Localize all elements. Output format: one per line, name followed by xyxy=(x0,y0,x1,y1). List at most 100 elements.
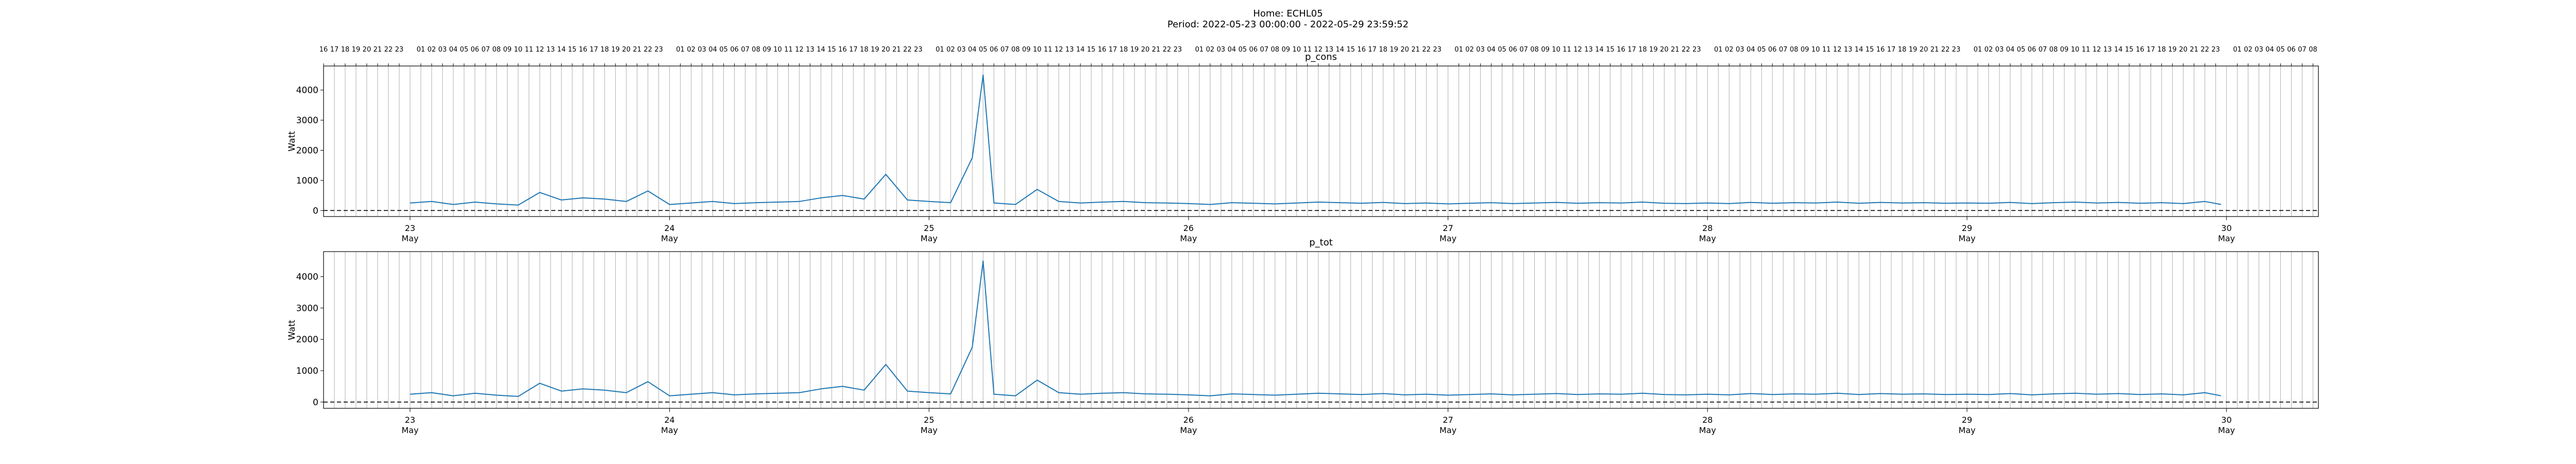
hour-tick-label: 12 xyxy=(1573,46,1582,54)
hour-tick-label: 16 xyxy=(1617,46,1625,54)
hour-tick-label: 19 xyxy=(1909,46,1918,54)
hour-tick-label: 18 xyxy=(1120,46,1128,54)
date-tick-label: 27 xyxy=(1443,415,1453,425)
hour-tick-label: 10 xyxy=(1293,46,1301,54)
date-tick-month: May xyxy=(661,234,678,243)
hour-tick-label: 01 xyxy=(417,46,426,54)
hour-tick-label: 10 xyxy=(1552,46,1561,54)
hour-tick-label: 09 xyxy=(762,46,771,54)
hour-tick-label: 23 xyxy=(1692,46,1701,54)
hour-tick-label: 08 xyxy=(2309,46,2317,54)
hour-tick-label: 20 xyxy=(1400,46,1409,54)
hour-tick-label: 03 xyxy=(438,46,447,54)
figure-period-label: Period: 2022-05-23 00:00:00 - 2022-05-29… xyxy=(1167,19,1409,30)
hour-tick-label: 04 xyxy=(2006,46,2015,54)
hour-tick-label: 17 xyxy=(589,46,598,54)
date-tick-label: 28 xyxy=(1702,415,1713,425)
hour-tick-label: 04 xyxy=(968,46,977,54)
hour-tick-label: 04 xyxy=(1228,46,1236,54)
hour-tick-label: 01 xyxy=(2233,46,2242,54)
hour-tick-label: 21 xyxy=(892,46,901,54)
y-tick-label: 0 xyxy=(313,397,318,408)
hour-tick-label: 12 xyxy=(535,46,544,54)
hour-tick-label: 12 xyxy=(1833,46,1842,54)
hour-tick-label: 11 xyxy=(1044,46,1053,54)
date-tick-month: May xyxy=(1180,234,1197,243)
hour-tick-label: 12 xyxy=(1314,46,1323,54)
hour-tick-label: 23 xyxy=(2211,46,2220,54)
hour-tick-label: 18 xyxy=(1638,46,1647,54)
hour-tick-label: 10 xyxy=(773,46,782,54)
hour-tick-label: 05 xyxy=(1757,46,1766,54)
hour-tick-label: 23 xyxy=(1952,46,1961,54)
hour-tick-label: 21 xyxy=(374,46,382,54)
hour-tick-label: 02 xyxy=(946,46,955,54)
hour-tick-label: 19 xyxy=(871,46,879,54)
hour-tick-label: 05 xyxy=(719,46,728,54)
hour-tick-label: 02 xyxy=(1725,46,1734,54)
hour-tick-label: 17 xyxy=(849,46,858,54)
y-tick-label: 4000 xyxy=(296,86,318,96)
date-tick-label: 27 xyxy=(1443,223,1453,233)
hour-tick-label: 13 xyxy=(1325,46,1333,54)
hour-tick-label: 01 xyxy=(1454,46,1463,54)
hour-tick-label: 14 xyxy=(1335,46,1344,54)
hour-tick-label: 06 xyxy=(2287,46,2296,54)
hour-tick-label: 09 xyxy=(2060,46,2069,54)
hour-tick-label: 18 xyxy=(1379,46,1387,54)
hour-tick-label: 20 xyxy=(1141,46,1150,54)
hour-tick-label: 18 xyxy=(600,46,609,54)
hour-tick-label: 15 xyxy=(1866,46,1874,54)
hour-tick-label: 14 xyxy=(2114,46,2123,54)
date-tick-label: 25 xyxy=(924,415,934,425)
hour-tick-label: 22 xyxy=(2200,46,2209,54)
panel-title: p_tot xyxy=(1309,237,1333,248)
date-tick-label: 26 xyxy=(1183,415,1194,425)
hour-tick-label: 23 xyxy=(1174,46,1182,54)
hour-tick-label: 09 xyxy=(1022,46,1031,54)
hour-tick-label: 05 xyxy=(2017,46,2026,54)
hour-tick-label: 01 xyxy=(1974,46,1982,54)
hour-tick-label: 09 xyxy=(1282,46,1291,54)
hour-tick-label: 03 xyxy=(957,46,966,54)
hour-tick-label: 15 xyxy=(1346,46,1355,54)
hour-tick-label: 11 xyxy=(784,46,793,54)
y-tick-label: 3000 xyxy=(296,115,318,126)
hour-tick-label: 23 xyxy=(654,46,663,54)
hour-tick-label: 02 xyxy=(2244,46,2252,54)
date-tick-label: 29 xyxy=(1962,415,1972,425)
series-line xyxy=(410,74,2222,206)
date-tick-month: May xyxy=(1180,425,1197,435)
hour-tick-label: 08 xyxy=(493,46,501,54)
hour-tick-label: 12 xyxy=(1055,46,1063,54)
hour-tick-label: 19 xyxy=(1649,46,1658,54)
hour-tick-label: 13 xyxy=(806,46,815,54)
hour-tick-label: 15 xyxy=(827,46,836,54)
hour-tick-label: 16 xyxy=(579,46,587,54)
hour-tick-label: 02 xyxy=(1465,46,1474,54)
date-tick-month: May xyxy=(401,425,418,435)
hour-tick-label: 19 xyxy=(611,46,620,54)
hour-tick-label: 22 xyxy=(384,46,393,54)
hour-tick-label: 06 xyxy=(730,46,739,54)
hour-tick-label: 15 xyxy=(1606,46,1615,54)
hour-tick-label: 11 xyxy=(524,46,533,54)
y-tick-label: 1000 xyxy=(296,176,318,186)
hour-tick-label: 21 xyxy=(1671,46,1680,54)
hour-tick-label: 07 xyxy=(1519,46,1528,54)
hour-tick-label: 06 xyxy=(1768,46,1777,54)
hour-tick-label: 21 xyxy=(1152,46,1161,54)
hour-tick-label: 07 xyxy=(741,46,750,54)
hour-tick-label: 17 xyxy=(1368,46,1377,54)
axes-frame xyxy=(323,251,2319,409)
hour-tick-label: 07 xyxy=(482,46,490,54)
hour-tick-label: 03 xyxy=(698,46,706,54)
hour-tick-label: 12 xyxy=(2093,46,2102,54)
hour-tick-label: 14 xyxy=(1855,46,1863,54)
hour-tick-label: 23 xyxy=(914,46,923,54)
hour-tick-label: 12 xyxy=(795,46,804,54)
hour-tick-label: 05 xyxy=(1239,46,1247,54)
hour-tick-label: 02 xyxy=(1206,46,1215,54)
hour-tick-label: 16 xyxy=(319,46,328,54)
